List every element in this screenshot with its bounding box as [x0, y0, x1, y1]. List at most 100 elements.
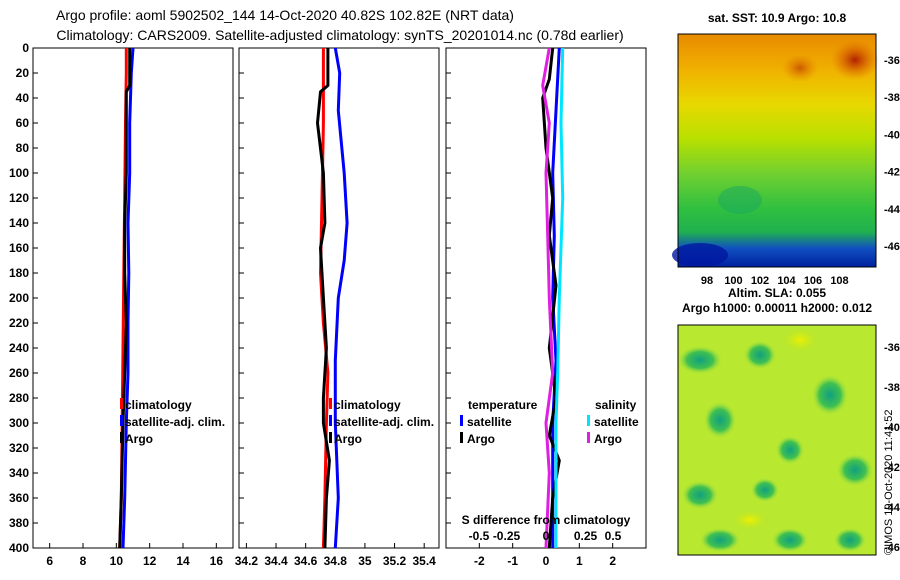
depth-tick-label: 240 [9, 341, 29, 355]
x-tick-label: 8 [80, 554, 87, 568]
depth-tick-label: 340 [9, 466, 29, 480]
sst-lon-label: 100 [724, 275, 742, 287]
copyright-credit: ©IMOS 19-Oct-2020 11:41:52 [883, 410, 895, 555]
legend-label-satellite-s: satellite-adj. clim. [334, 415, 434, 429]
sst-lon-label: 98 [701, 275, 713, 287]
depth-tick-label: 100 [9, 166, 29, 180]
sst-lat-label: -38 [884, 92, 900, 104]
series-line-temperature-satellite [551, 47, 561, 548]
depth-tick-label: 300 [9, 416, 29, 430]
figure-title-line2: Climatology: CARS2009. Satellite-adjuste… [56, 27, 623, 43]
salinity-diff-tick-label: -0.25 [493, 529, 521, 543]
depth-tick-label: 180 [9, 266, 29, 280]
legend-swatch-satellite [120, 415, 123, 426]
sst-lat-label: -36 [884, 55, 900, 67]
x-tick-label: 10 [110, 554, 124, 568]
legend-swatch-sal-satellite [587, 415, 590, 426]
depth-tick-label: 380 [9, 516, 29, 530]
figure-title-line1: Argo profile: aoml 5902502_144 14-Oct-20… [56, 7, 514, 23]
temperature-legend: climatology satellite-adj. clim. Argo [120, 398, 225, 446]
legend-title-salinity: salinity [595, 398, 637, 412]
depth-tick-label: 60 [16, 116, 30, 130]
legend-label-argo: Argo [125, 432, 153, 446]
depth-tick-label: 260 [9, 366, 29, 380]
salinity-diff-tick-label: -0.5 [469, 529, 490, 543]
depth-tick-label: 120 [9, 191, 29, 205]
salinity-difference-axis: S difference from climatology -0.5 -0.25 0… [462, 513, 631, 543]
salinity-legend: climatology satellite-adj. clim. Argo [329, 398, 434, 446]
x-tick-label: -1 [507, 554, 518, 568]
sst-lat-label: -42 [884, 167, 900, 179]
sla-lat-label: -44 [884, 502, 900, 514]
x-tick-label: 12 [143, 554, 157, 568]
legend-label-temp-satellite: satellite [467, 415, 512, 429]
series-line-satellite-adj-clim- [121, 47, 135, 549]
depth-tick-label: 400 [9, 541, 29, 555]
x-tick-label: 34.2 [235, 554, 259, 568]
series-line-argo [316, 48, 331, 549]
legend-label-argo-s: Argo [334, 432, 362, 446]
x-tick-label: -2 [474, 554, 485, 568]
sst-lat-label: -40 [884, 129, 900, 141]
legend-swatch-temp-argo [460, 432, 463, 443]
legend-swatch-argo [120, 432, 123, 443]
depth-tick-label: 40 [16, 91, 30, 105]
sst-map: sat. SST: 10.9 Argo: 10.8 -36 -38 -40 -42 -4… [672, 11, 900, 287]
x-tick-label: 1 [576, 554, 583, 568]
series-line-salinity-satellite [554, 47, 565, 548]
salinity-difference-axis-label: S difference from climatology [462, 513, 631, 527]
x-tick-label: 35 [358, 554, 372, 568]
temperature-panel: 6 8 10 12 14 16 [32, 47, 234, 568]
depth-tick-label: 220 [9, 316, 29, 330]
sst-lon-label: 102 [751, 275, 769, 287]
series-line-salinity-argo [541, 47, 555, 549]
series-line-satellite-adj-clim- [333, 47, 349, 549]
legend-swatch-climatology-s [329, 398, 332, 409]
legend-swatch-climatology [120, 398, 123, 409]
depth-tick-label: 0 [22, 41, 29, 55]
depth-tick-label: 360 [9, 491, 29, 505]
depth-tick-label: 200 [9, 291, 29, 305]
legend-swatch-sal-argo [587, 432, 590, 443]
series-line-temperature-argo [541, 47, 561, 549]
legend-label-satellite: satellite-adj. clim. [125, 415, 225, 429]
depth-tick-label: 320 [9, 441, 29, 455]
salinity-diff-tick-label: 0.5 [605, 529, 622, 543]
depth-tick-label: 80 [16, 141, 30, 155]
legend-title-temperature: temperature [468, 398, 538, 412]
x-tick-label: 16 [210, 554, 224, 568]
x-tick-label: 2 [609, 554, 616, 568]
depth-tick-label: 140 [9, 216, 29, 230]
depth-tick-label: 280 [9, 391, 29, 405]
legend-label-temp-argo: Argo [467, 432, 495, 446]
sla-map: Altim. SLA: 0.055 Argo h1000: 0.00011 h2… [677, 286, 900, 556]
x-tick-label: 35.2 [383, 554, 407, 568]
x-tick-label: 34.4 [264, 554, 288, 568]
x-tick-label: 0 [543, 554, 550, 568]
x-tick-label: 14 [176, 554, 190, 568]
sla-lat-label: -36 [884, 342, 900, 354]
difference-legend: temperature salinity satellite Argo sate… [460, 398, 639, 446]
sla-lat-label: -46 [884, 542, 900, 554]
legend-swatch-satellite-s [329, 415, 332, 426]
sst-lat-label: -46 [884, 241, 900, 253]
sla-lat-label: -38 [884, 382, 900, 394]
legend-label-sal-argo: Argo [594, 432, 622, 446]
x-tick-label: 34.6 [294, 554, 318, 568]
sst-lon-label: 108 [830, 275, 848, 287]
sst-lon-label: 106 [804, 275, 822, 287]
depth-tick-label: 160 [9, 241, 29, 255]
x-tick-label: 6 [46, 554, 53, 568]
sst-lat-label: -44 [884, 204, 900, 216]
salinity-panel: 34.2 34.4 34.6 34.8 35 35.2 35.4 [235, 47, 440, 568]
legend-label-climatology-s: climatology [334, 398, 401, 412]
legend-label-climatology: climatology [125, 398, 192, 412]
x-tick-label: 35.4 [413, 554, 437, 568]
sst-lon-label: 104 [777, 275, 796, 287]
x-tick-label: 34.8 [324, 554, 348, 568]
depth-axis: 0 20 40 60 80 100 120 140 160 180 200 220 240 260 280 3… [9, 41, 29, 555]
difference-panel: -2 -1 0 1 2 [445, 47, 647, 568]
sla-lat-label: -40 [884, 422, 900, 434]
sst-map-title: sat. SST: 10.9 Argo: 10.8 [708, 11, 847, 25]
